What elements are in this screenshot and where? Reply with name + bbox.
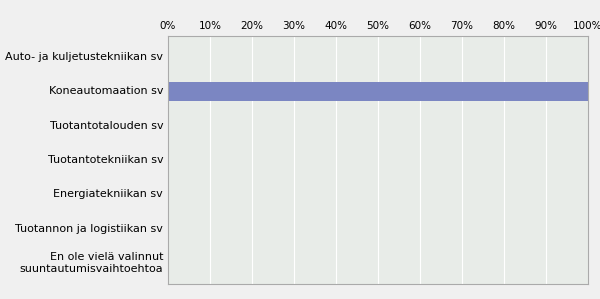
Bar: [168, 82, 588, 100]
